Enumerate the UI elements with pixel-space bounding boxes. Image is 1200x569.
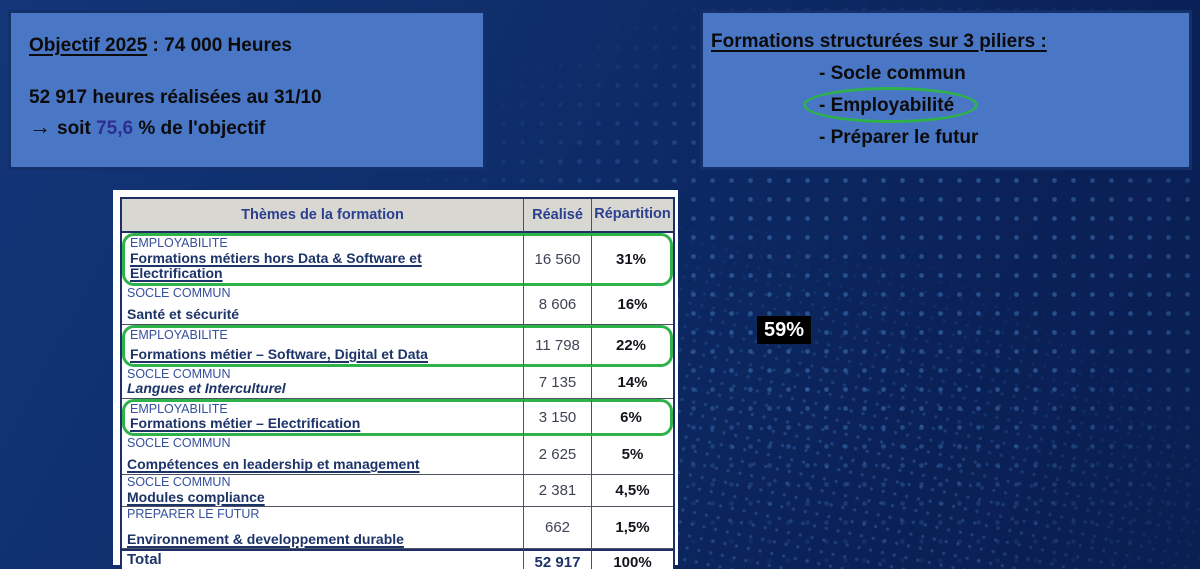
objective-title-rest: : 74 000 Heures: [147, 35, 292, 56]
row-pillar-label: EMPLOYABILITE: [130, 236, 228, 250]
row-pillar-label: SOCLE COMMUN: [127, 366, 231, 381]
col-header-themes: Thèmes de la formation: [122, 199, 523, 233]
repartition-value: 16%: [591, 285, 673, 325]
table-panel: Thèmes de la formation Réalisé Répartiti…: [113, 190, 678, 569]
pillar-item-preparer-le-futur: - Préparer le futur: [819, 127, 979, 148]
repartition-value: 1,5%: [591, 506, 673, 549]
row-theme-label: Compétences en leadership et management: [127, 456, 420, 473]
table-row-total: Total 52 917 100%: [122, 548, 673, 569]
total-label: Total: [127, 550, 162, 568]
row-theme-label: Langues et Interculturel: [127, 380, 286, 397]
objective-percent-line: → soit 75,6 % de l'objectif: [29, 114, 465, 140]
row-pillar-label: PREPARER LE FUTUR: [127, 506, 260, 521]
table-row-environnement-durable: PREPARER LE FUTUR Environnement & develop…: [122, 506, 673, 549]
realise-value: 2 381: [523, 474, 591, 507]
realise-value: 3 150: [523, 398, 591, 436]
objective-box: Objectif 2025 : 74 000 Heures 52 917 heu…: [8, 10, 486, 170]
repartition-value: 14%: [591, 366, 673, 399]
pillar-list: - Socle commun - Employabilité - Prépare…: [711, 61, 1179, 150]
row-theme-label: Formations métier – Electrification: [130, 415, 361, 432]
realise-value: 8 606: [523, 285, 591, 325]
row-pillar-label: SOCLE COMMUN: [127, 285, 231, 300]
percent-callout: 59%: [757, 316, 812, 344]
row-theme-label: Environnement & developpement durable: [127, 530, 404, 547]
formation-table: Thèmes de la formation Réalisé Répartiti…: [120, 197, 675, 569]
table-row-langues-interculturel: SOCLE COMMUN Langues et Interculturel 7 1…: [122, 366, 673, 399]
table-row-sante-securite: SOCLE COMMUN Santé et sécurité 8 606 16%: [122, 285, 673, 325]
realise-value: 16 560: [523, 233, 591, 286]
percent-prefix: soit: [57, 118, 97, 139]
percent-of-objective: 75,6: [96, 118, 134, 139]
repartition-value: 4,5%: [591, 474, 673, 507]
pillars-box: Formations structurées sur 3 piliers : -…: [700, 10, 1192, 170]
table-header-row: Thèmes de la formation Réalisé Répartiti…: [122, 199, 673, 233]
arrow-right-icon: →: [29, 114, 51, 139]
pillar-item-employabilite: - Employabilité: [803, 87, 1179, 123]
table-row-software-digital-data: EMPLOYABILITE Formations métier – Softwar…: [122, 324, 673, 367]
total-realise-value: 52 917: [523, 548, 591, 569]
realise-value: 2 625: [523, 435, 591, 475]
table-row-electrification: EMPLOYABILITE Formations métier – Electri…: [122, 398, 673, 436]
realise-value: 11 798: [523, 324, 591, 367]
table-row-leadership-management: SOCLE COMMUN Compétences en leadership et…: [122, 435, 673, 475]
percent-suffix: % de l'objectif: [133, 118, 266, 139]
row-theme-label: Formations métier – Software, Digital et…: [130, 346, 428, 363]
repartition-value: 22%: [591, 324, 673, 367]
repartition-value: 31%: [591, 233, 673, 286]
total-repartition-value: 100%: [591, 548, 673, 569]
row-pillar-label: SOCLE COMMUN: [127, 474, 231, 489]
repartition-value: 6%: [591, 398, 673, 436]
row-theme-label: Modules compliance: [127, 488, 265, 505]
objective-title: Objectif 2025: [29, 35, 148, 56]
repartition-value: 5%: [591, 435, 673, 475]
realise-value: 662: [523, 506, 591, 549]
col-header-realise: Réalisé: [523, 199, 591, 233]
table-row-modules-compliance: SOCLE COMMUN Modules compliance 2 381 4,5…: [122, 474, 673, 507]
table-row-employabilite-hors-data: EMPLOYABILITE Formations métiers hors Dat…: [122, 233, 673, 286]
hours-realised-line: 52 917 heures réalisées au 31/10: [29, 87, 322, 108]
col-header-repartition: Répartition: [591, 199, 673, 233]
realise-value: 7 135: [523, 366, 591, 399]
row-pillar-label: EMPLOYABILITE: [130, 327, 228, 342]
row-theme-label: Formations métiers hors Data & Software …: [130, 249, 422, 282]
row-pillar-label: EMPLOYABILITE: [130, 401, 228, 416]
pillar-item-socle-commun: - Socle commun: [819, 63, 966, 84]
objective-title-line: Objectif 2025 : 74 000 Heures: [29, 35, 465, 57]
pillars-title: Formations structurées sur 3 piliers :: [711, 31, 1047, 52]
row-theme-label: Santé et sécurité: [127, 306, 240, 323]
row-pillar-label: SOCLE COMMUN: [127, 435, 231, 450]
